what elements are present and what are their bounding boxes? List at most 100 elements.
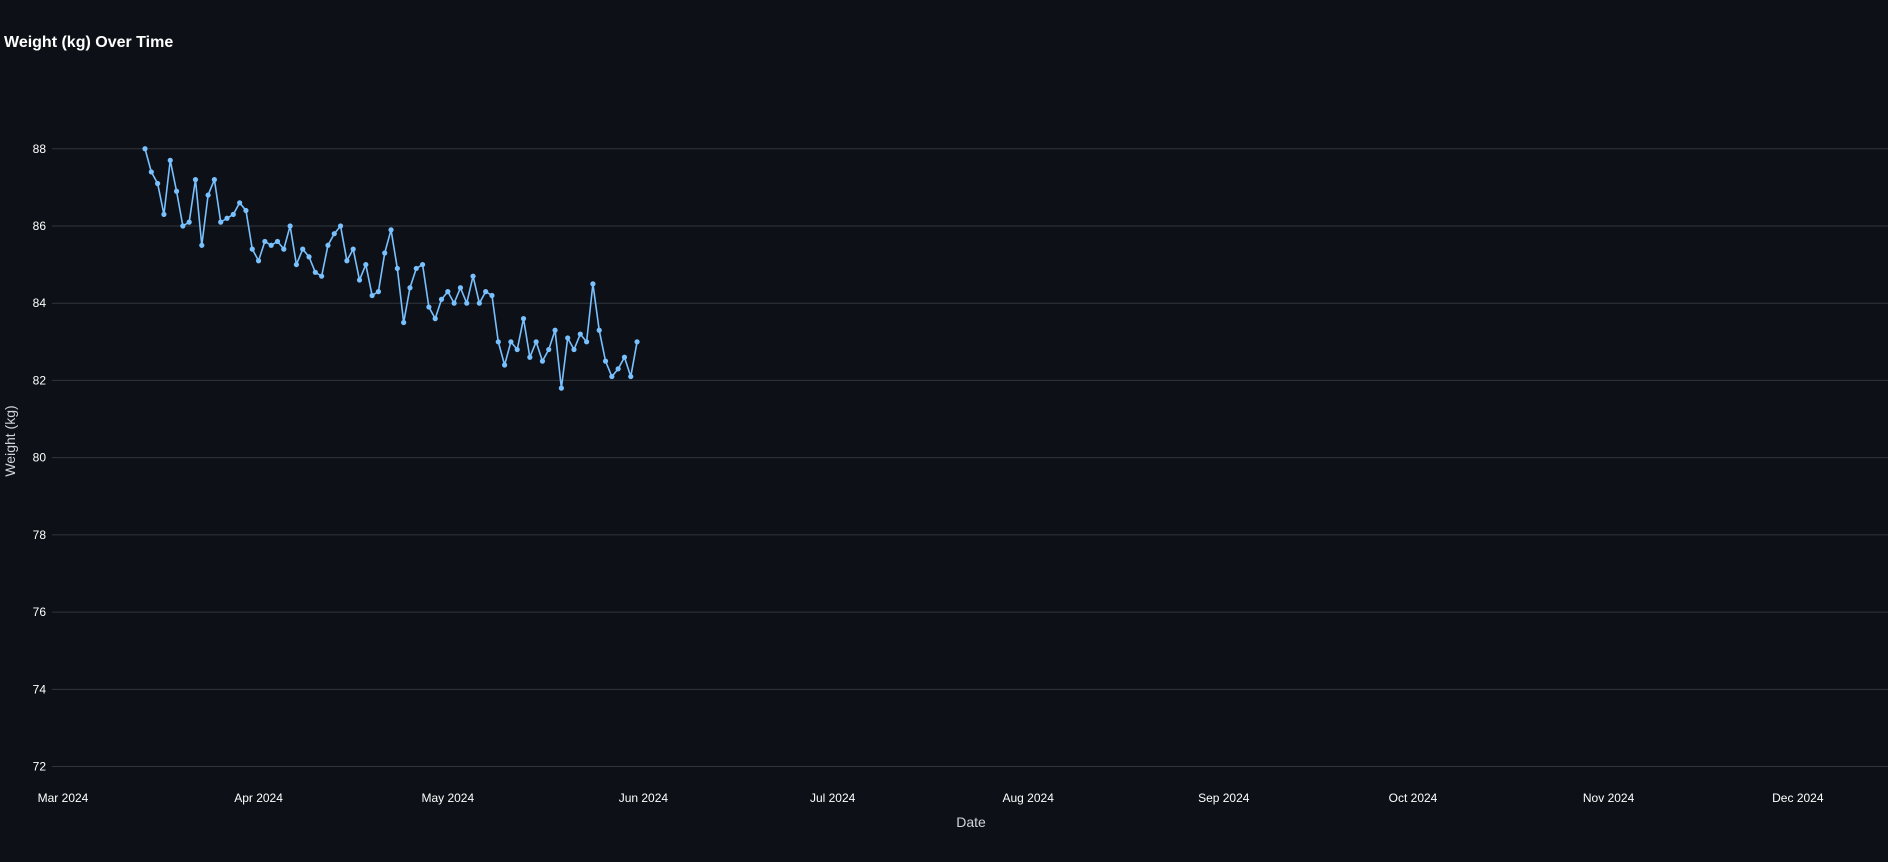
data-point[interactable]: [508, 339, 514, 345]
x-axis-ticks: Mar 2024 Apr 2024 May 2024 Jun 2024 Jul 2024…: [38, 791, 1824, 805]
data-point[interactable]: [255, 258, 262, 264]
x-tick-label: Apr 2024: [234, 791, 283, 805]
data-point[interactable]: [621, 354, 628, 360]
data-point[interactable]: [344, 258, 350, 264]
x-tick-label: Oct 2024: [1389, 791, 1438, 805]
data-point[interactable]: [401, 319, 407, 326]
y-axis-title: Weight (kg): [2, 405, 18, 476]
data-point[interactable]: [634, 339, 640, 345]
data-point[interactable]: [262, 238, 268, 245]
data-point[interactable]: [293, 261, 300, 268]
data-point[interactable]: [546, 346, 552, 353]
data-point[interactable]: [218, 219, 224, 225]
data-point[interactable]: [527, 354, 533, 360]
data-point[interactable]: [476, 300, 482, 306]
data-point[interactable]: [205, 192, 211, 198]
data-point[interactable]: [369, 292, 375, 299]
data-point[interactable]: [180, 223, 186, 229]
data-point[interactable]: [148, 169, 154, 175]
data-point[interactable]: [363, 261, 369, 268]
data-point[interactable]: [312, 269, 318, 275]
data-point[interactable]: [274, 238, 281, 245]
data-point[interactable]: [495, 339, 501, 345]
data-point[interactable]: [407, 285, 413, 291]
data-point[interactable]: [445, 289, 451, 295]
data-point[interactable]: [558, 385, 564, 391]
data-point[interactable]: [394, 265, 400, 272]
data-point[interactable]: [173, 188, 180, 194]
y-tick-label: 72: [33, 760, 47, 774]
data-point[interactable]: [230, 211, 236, 217]
data-point[interactable]: [382, 250, 388, 256]
data-point[interactable]: [489, 292, 495, 299]
data-point[interactable]: [590, 281, 596, 287]
data-point[interactable]: [325, 242, 331, 248]
data-point[interactable]: [155, 180, 161, 187]
data-point[interactable]: [615, 366, 621, 372]
data-point[interactable]: [596, 327, 602, 333]
data-point[interactable]: [388, 227, 394, 233]
gridlines: [52, 148, 1888, 768]
data-point[interactable]: [628, 373, 634, 380]
data-point[interactable]: [192, 177, 199, 183]
y-tick-label: 80: [33, 451, 47, 465]
data-point[interactable]: [186, 219, 192, 225]
data-point[interactable]: [577, 331, 583, 337]
data-point[interactable]: [306, 254, 312, 260]
data-point[interactable]: [419, 261, 426, 268]
data-point[interactable]: [287, 223, 293, 229]
x-axis-title: Date: [956, 814, 986, 830]
data-point[interactable]: [451, 300, 457, 306]
series-line: [144, 148, 638, 389]
data-point[interactable]: [331, 231, 337, 237]
data-point[interactable]: [243, 207, 249, 214]
data-point[interactable]: [199, 242, 205, 248]
data-point[interactable]: [356, 277, 363, 283]
data-point[interactable]: [224, 215, 230, 221]
x-tick-label: Mar 2024: [38, 791, 89, 805]
data-point[interactable]: [281, 246, 287, 252]
data-point[interactable]: [375, 289, 382, 295]
data-point[interactable]: [552, 327, 558, 333]
data-point[interactable]: [584, 339, 590, 345]
x-tick-label: Nov 2024: [1583, 791, 1635, 805]
data-point[interactable]: [539, 358, 546, 364]
data-point[interactable]: [319, 273, 325, 279]
y-tick-label: 76: [33, 605, 47, 619]
data-point[interactable]: [413, 265, 419, 272]
series-weight: [142, 146, 640, 391]
chart-title: Weight (kg) Over Time: [4, 34, 174, 51]
data-point[interactable]: [520, 316, 527, 322]
data-point[interactable]: [350, 246, 356, 252]
y-tick-label: 86: [33, 219, 47, 233]
x-tick-label: May 2024: [421, 791, 474, 805]
data-point[interactable]: [161, 211, 167, 217]
data-point[interactable]: [167, 157, 173, 163]
data-point[interactable]: [483, 289, 489, 295]
data-point[interactable]: [438, 296, 445, 302]
y-tick-label: 88: [33, 142, 47, 156]
data-point[interactable]: [300, 246, 306, 252]
data-point[interactable]: [337, 223, 344, 229]
data-point[interactable]: [514, 346, 520, 353]
data-point[interactable]: [432, 316, 438, 322]
data-point[interactable]: [464, 300, 470, 306]
data-point[interactable]: [457, 285, 464, 291]
data-point[interactable]: [142, 146, 148, 152]
data-point[interactable]: [565, 335, 571, 341]
data-point[interactable]: [470, 273, 476, 279]
data-point[interactable]: [609, 373, 615, 380]
data-point[interactable]: [426, 304, 432, 310]
data-point[interactable]: [502, 362, 508, 368]
x-tick-label: Dec 2024: [1772, 791, 1824, 805]
data-point[interactable]: [237, 200, 243, 206]
data-point[interactable]: [533, 339, 539, 345]
data-point[interactable]: [571, 346, 577, 353]
data-point[interactable]: [249, 246, 255, 252]
data-point[interactable]: [602, 358, 609, 364]
data-point[interactable]: [268, 242, 274, 248]
data-point[interactable]: [211, 177, 217, 183]
x-tick-label: Jul 2024: [810, 791, 856, 805]
